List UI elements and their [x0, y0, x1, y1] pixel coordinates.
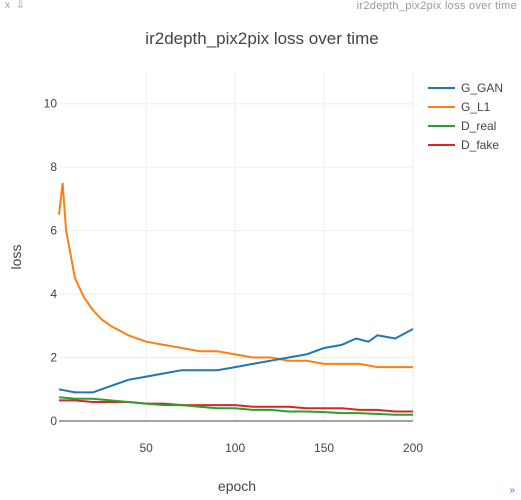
y-tick-label: 8 — [50, 160, 57, 174]
legend-label: G_L1 — [461, 100, 491, 114]
y-tick-label: 4 — [50, 287, 57, 301]
series-lines — [58, 182, 414, 416]
chart-title: ir2depth_pix2pix loss over time — [145, 29, 378, 48]
legend-label: G_GAN — [461, 81, 503, 95]
x-tick-label: 150 — [314, 441, 334, 455]
axes: 50 100 150 200 0 2 4 6 8 10 — [44, 97, 424, 455]
series-line-g-l1 — [58, 182, 413, 369]
series-line-g-gan — [58, 328, 414, 394]
x-axis-label: epoch — [218, 478, 256, 494]
close-icon[interactable]: x — [5, 0, 10, 11]
y-tick-label: 0 — [50, 414, 57, 428]
x-tick-label: 200 — [403, 441, 423, 455]
legend-label: D_fake — [461, 138, 499, 152]
download-icon[interactable]: ⇩ — [16, 0, 25, 11]
series-line-d-fake — [59, 399, 413, 413]
x-tick-label: 100 — [225, 441, 245, 455]
legend-label: D_real — [461, 119, 496, 133]
window-titlebar: x ⇩ ir2depth_pix2pix loss over time — [0, 0, 521, 14]
y-axis-label: loss — [8, 245, 24, 270]
y-tick-label: 6 — [50, 224, 57, 238]
y-tick-label: 2 — [50, 351, 57, 365]
window-title: ir2depth_pix2pix loss over time — [356, 0, 517, 12]
series-line-d-real — [58, 396, 413, 416]
x-tick-label: 50 — [139, 441, 153, 455]
expand-icon[interactable]: » — [509, 485, 515, 496]
y-tick-label: 10 — [44, 97, 58, 111]
grid — [59, 72, 414, 421]
legend: G_GAN G_L1 D_real D_fake — [428, 81, 503, 152]
